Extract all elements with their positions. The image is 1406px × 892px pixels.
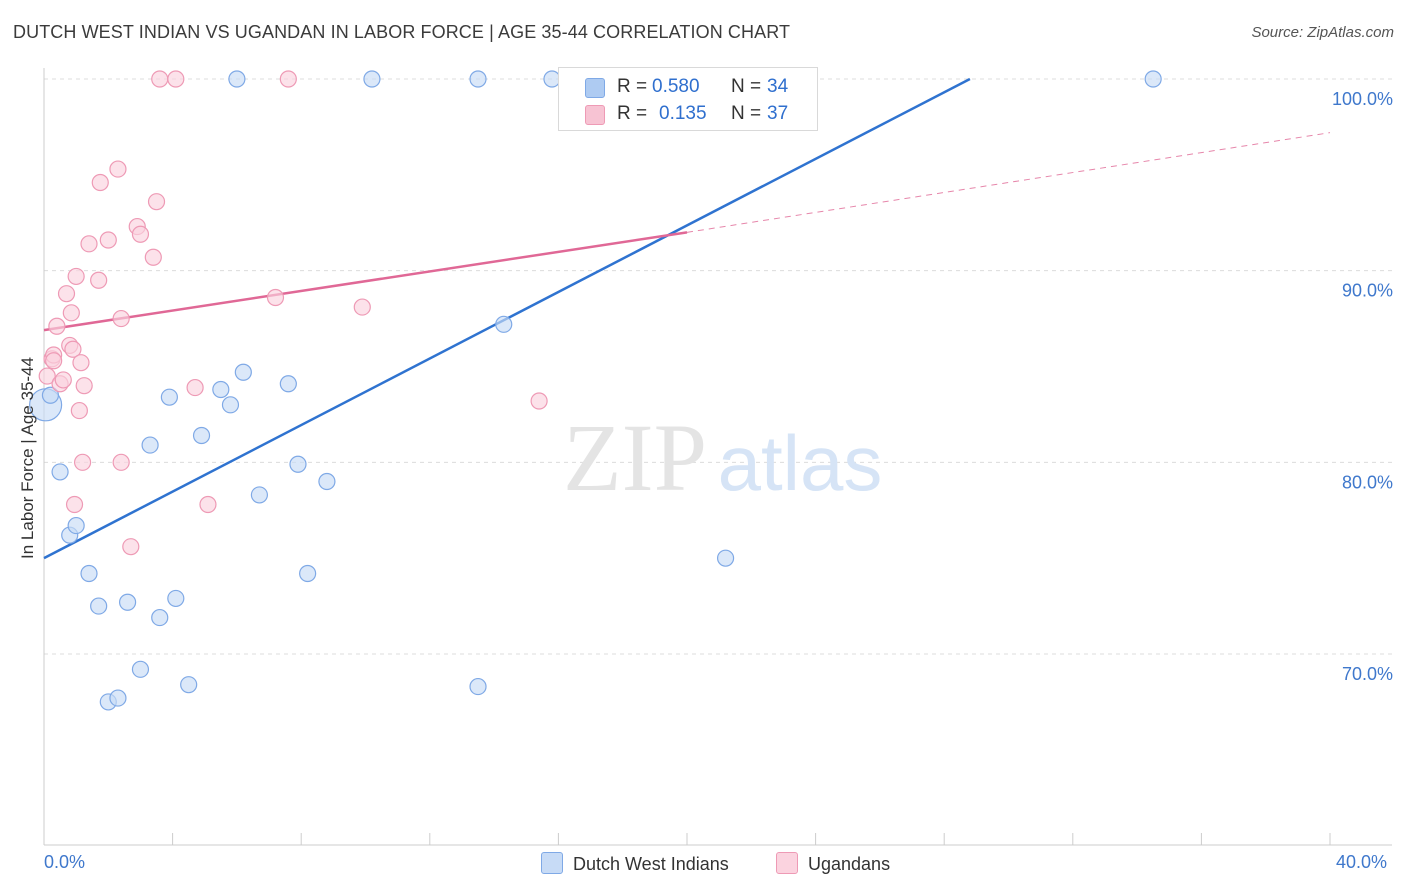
data-point-dutch-west-indian [221,396,240,414]
legend-r-label: R = [617,76,648,97]
bottom-legend-ugandans: Ugandans [776,852,890,875]
data-point-ugandan [64,340,82,358]
data-point-ugandan [38,367,56,385]
data-point-ugandan [186,378,204,397]
data-point-dutch-west-indian [51,463,69,481]
legend-r-value: 0.580 [652,76,700,97]
data-point-dutch-west-indian [141,436,159,454]
data-point-dutch-west-indian [299,564,317,583]
legend-n-value: 37 [767,103,789,124]
data-points [29,70,1162,711]
legend-swatch-pink [585,105,605,125]
data-point-ugandan [151,70,169,88]
data-point-dutch-west-indian [131,660,150,678]
data-point-ugandan [131,225,150,243]
data-point-dutch-west-indian [716,549,735,567]
bottom-legend-swatch-pink [776,852,798,874]
watermark-zip: ZIP [563,404,707,511]
legend-n-label: N = [731,103,762,124]
y-tick-labels: 70.0% 80.0% 90.0% 100.0% [1332,89,1393,684]
data-point-dutch-west-indian [228,70,246,88]
data-point-dutch-west-indian [279,375,297,393]
data-point-dutch-west-indian [151,608,169,627]
data-point-ugandan [109,160,127,178]
data-point-dutch-west-indian [180,676,198,694]
y-tick-label: 90.0% [1342,281,1393,301]
trend-line-extension [686,132,1331,233]
legend-n-value: 34 [767,76,789,97]
bottom-legend-swatch-blue [541,852,563,874]
data-point-ugandan [279,70,297,88]
data-point-ugandan [72,354,90,372]
chart-title: DUTCH WEST INDIAN VS UGANDAN IN LABOR FO… [13,22,791,42]
bottom-legend-label: Ugandans [808,854,891,874]
data-point-ugandan [57,285,76,303]
axes [43,68,1392,846]
data-point-dutch-west-indian [90,597,108,615]
data-point-ugandan [65,495,84,514]
data-point-ugandan [70,401,88,420]
correlation-legend: R = 0.580 N = 34 R = 0.135 N = 37 [558,67,818,131]
data-point-ugandan [67,267,85,286]
data-point-ugandan [90,271,108,289]
data-point-dutch-west-indian [80,564,98,583]
data-point-dutch-west-indian [469,70,487,88]
data-point-ugandan [54,371,72,389]
data-point-dutch-west-indian [495,315,513,333]
data-point-dutch-west-indian [1144,70,1162,88]
x-tick-label-min: 0.0% [44,852,86,872]
watermark-atlas: atlas [718,419,883,507]
y-tick-label: 70.0% [1342,664,1393,684]
data-point-dutch-west-indian [118,593,137,611]
data-point-dutch-west-indian [289,455,307,473]
data-point-ugandan [147,193,166,211]
data-point-dutch-west-indian [167,589,185,608]
data-point-ugandan [112,309,130,328]
data-point-dutch-west-indian [67,516,85,535]
data-point-ugandan [122,538,140,556]
watermark: ZIP atlas [563,404,882,511]
bottom-legend-dutch-west-indians: Dutch West Indians [541,852,729,875]
legend-n-label: N = [731,76,762,97]
bottom-legend-label: Dutch West Indians [573,854,729,874]
data-point-ugandan [75,377,93,395]
data-point-ugandan [48,317,66,335]
y-tick-label: 80.0% [1342,472,1393,492]
data-point-dutch-west-indian [160,388,178,406]
data-point-ugandan [91,173,109,192]
data-point-dutch-west-indian [212,380,230,399]
data-point-ugandan [99,231,117,249]
data-point-ugandan [266,288,285,307]
data-point-dutch-west-indian [234,363,252,381]
trend-line [43,231,688,332]
data-point-ugandan [144,248,162,266]
data-point-dutch-west-indian [250,486,269,504]
legend-r-label: R = [617,103,648,124]
data-point-ugandan [62,304,80,322]
data-point-dutch-west-indian [41,386,60,404]
data-point-dutch-west-indian [469,677,487,696]
data-point-dutch-west-indian [192,426,211,445]
data-point-ugandan [80,235,98,253]
data-point-dutch-west-indian [318,472,336,491]
data-point-ugandan [73,453,92,471]
data-point-dutch-west-indian [363,70,381,88]
data-point-ugandan [112,453,130,471]
data-point-ugandan [530,392,548,410]
data-point-dutch-west-indian [109,689,127,707]
data-point-ugandan [199,495,217,514]
x-tick-label-max: 40.0% [1336,852,1388,872]
data-point-ugandan [45,352,63,370]
data-point-ugandan [353,298,371,316]
chart-source: Source: ZipAtlas.com [1251,24,1394,41]
legend-r-value: 0.135 [659,103,707,124]
y-axis-label: In Labor Force | Age 35-44 [18,357,37,559]
legend-swatch-blue [585,78,605,98]
y-tick-label: 100.0% [1332,89,1393,109]
data-point-ugandan [167,70,185,88]
